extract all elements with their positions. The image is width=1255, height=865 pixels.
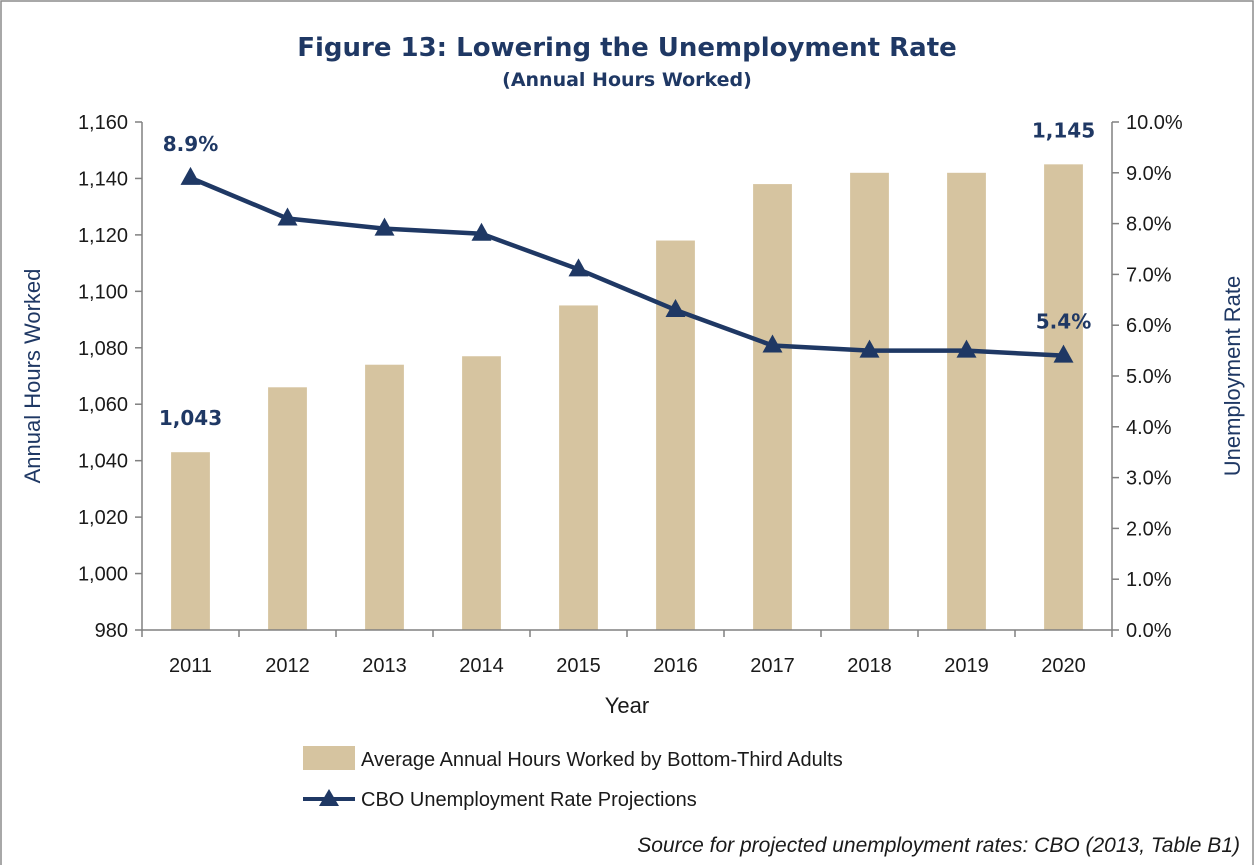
right-tick-label: 3.0% bbox=[1126, 468, 1172, 490]
left-tick-label: 1,080 bbox=[78, 338, 128, 360]
left-tick-label: 1,020 bbox=[78, 507, 128, 529]
legend: Average Annual Hours Worked by Bottom-Th… bbox=[303, 746, 843, 811]
x-tick-label: 2019 bbox=[944, 655, 989, 677]
x-tick-label: 2018 bbox=[847, 655, 892, 677]
y2-axis-label: Unemployment Rate bbox=[1220, 276, 1245, 477]
right-tick-label: 6.0% bbox=[1126, 315, 1172, 337]
right-tick-label: 10.0% bbox=[1126, 112, 1183, 134]
legend-triangle-marker bbox=[319, 789, 339, 806]
bar bbox=[1044, 164, 1083, 631]
x-tick-label: 2016 bbox=[653, 655, 698, 677]
left-tick-label: 1,140 bbox=[78, 168, 128, 190]
chart-subtitle: (Annual Hours Worked) bbox=[502, 69, 752, 91]
line-point bbox=[180, 166, 201, 185]
line-point bbox=[859, 339, 880, 358]
x-tick-label: 2020 bbox=[1041, 655, 1086, 677]
x-tick-label: 2013 bbox=[362, 655, 407, 677]
left-tick-label: 1,060 bbox=[78, 394, 128, 416]
source-note: Source for projected unemployment rates:… bbox=[637, 834, 1240, 857]
data-label: 1,043 bbox=[159, 406, 222, 430]
left-tick-label: 1,040 bbox=[78, 451, 128, 473]
left-tick-label: 980 bbox=[95, 620, 128, 642]
bar bbox=[462, 356, 501, 630]
line-point bbox=[956, 339, 977, 358]
data-label: 5.4% bbox=[1036, 310, 1091, 334]
line-point bbox=[665, 298, 686, 317]
y-axis-label: Annual Hours Worked bbox=[20, 269, 45, 484]
line-series bbox=[180, 166, 1074, 363]
bar bbox=[656, 240, 695, 631]
line-point bbox=[1053, 344, 1074, 363]
left-tick-label: 1,160 bbox=[78, 112, 128, 134]
left-tick-label: 1,100 bbox=[78, 281, 128, 303]
right-tick-label: 2.0% bbox=[1126, 518, 1172, 540]
bar-series bbox=[171, 164, 1083, 631]
bar bbox=[365, 364, 404, 630]
right-tick-label: 1.0% bbox=[1126, 569, 1172, 591]
right-tick-label: 4.0% bbox=[1126, 417, 1172, 439]
x-tick-label: 2014 bbox=[459, 655, 504, 677]
unemployment-line bbox=[189, 175, 1064, 358]
left-tick-label: 1,000 bbox=[78, 564, 128, 586]
right-axis-ticks: 0.0% 1.0% 2.0% 3.0% 4.0% 5.0% 6.0% 7.0% 8.0% 9.0%… bbox=[1112, 112, 1183, 642]
chart-title: Figure 13: Lowering the Unemployment Rat… bbox=[297, 33, 957, 63]
right-tick-label: 8.0% bbox=[1126, 214, 1172, 236]
bar bbox=[753, 184, 792, 631]
legend-label-bars: Average Annual Hours Worked by Bottom-Th… bbox=[361, 749, 843, 771]
x-axis-ticks: 2011 2012 2013 2014 2015 2016 2017 2018 2019 2020 bbox=[141, 630, 1113, 677]
bar bbox=[850, 172, 889, 631]
legend-label-line: CBO Unemployment Rate Projections bbox=[361, 789, 697, 811]
left-tick-label: 1,120 bbox=[78, 225, 128, 247]
line-point bbox=[471, 222, 492, 241]
bar bbox=[268, 387, 307, 630]
bar bbox=[559, 305, 598, 630]
left-axis-ticks: 980 1,000 1,020 1,040 1,060 1,080 1,100 1,120 1,… bbox=[78, 112, 142, 642]
line-point bbox=[277, 207, 298, 226]
legend-swatch-bars bbox=[303, 746, 355, 770]
x-tick-label: 2012 bbox=[265, 655, 310, 677]
data-labels: 1,043 1,145 8.9% 5.4% bbox=[159, 118, 1095, 430]
x-tick-label: 2017 bbox=[750, 655, 795, 677]
right-tick-label: 5.0% bbox=[1126, 366, 1172, 388]
x-tick-label: 2011 bbox=[169, 655, 212, 677]
data-label: 1,145 bbox=[1032, 118, 1095, 142]
line-point bbox=[762, 334, 783, 353]
bar bbox=[171, 452, 210, 630]
data-label: 8.9% bbox=[163, 132, 218, 156]
right-tick-label: 7.0% bbox=[1126, 264, 1172, 286]
line-point bbox=[568, 258, 589, 277]
right-tick-label: 9.0% bbox=[1126, 163, 1172, 185]
x-axis-label: Year bbox=[605, 693, 649, 718]
bar bbox=[947, 172, 986, 631]
line-point bbox=[374, 217, 395, 236]
right-tick-label: 0.0% bbox=[1126, 620, 1172, 642]
x-tick-label: 2015 bbox=[556, 655, 601, 677]
